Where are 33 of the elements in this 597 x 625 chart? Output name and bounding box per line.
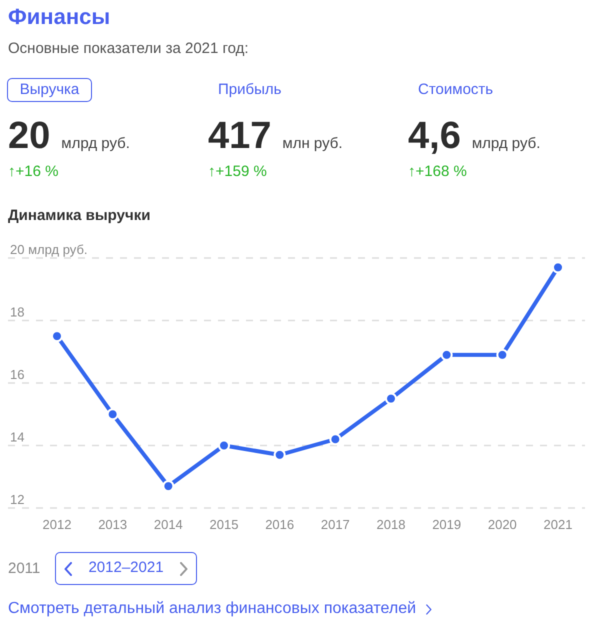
y-tick-label: 16 <box>10 366 24 382</box>
text: 20 <box>8 115 50 157</box>
text: 4,6 <box>408 115 461 157</box>
text: млрд руб. <box>61 135 130 152</box>
x-tick-label: 2014 <box>154 517 183 532</box>
text: Прибыль <box>218 81 282 98</box>
x-tick-label: 2012 <box>42 517 72 532</box>
text: 2011 <box>8 560 40 577</box>
text: Смотреть детальный анализ финансовых показателей <box>8 600 416 617</box>
y-tick-label: 12 <box>10 492 24 506</box>
text: 417 <box>208 115 272 157</box>
chart-title: Динамика выручки <box>8 207 150 224</box>
text: Стоимость <box>418 81 494 98</box>
x-tick-label: 2021 <box>544 517 572 532</box>
text: Основные показатели за 2021 год: <box>8 40 249 57</box>
x-tick-label: 2020 <box>488 517 517 532</box>
range-selector: 2012–2021 <box>55 552 197 585</box>
text: Финансы <box>8 4 110 29</box>
y-tick-label: 14 <box>10 429 24 444</box>
x-tick-label: 2019 <box>432 517 462 532</box>
text: ↑+159 % <box>208 163 267 180</box>
y-tick-label: 20 млрд руб. <box>10 242 88 256</box>
text: млн руб. <box>282 135 343 152</box>
text: ↑+16 % <box>8 163 58 180</box>
text: ↑+168 % <box>408 163 467 180</box>
x-tick-label: 2016 <box>265 517 294 532</box>
text: млрд руб. <box>472 135 540 152</box>
y-tick-label: 18 <box>10 304 24 319</box>
x-tick-label: 2015 <box>210 517 238 532</box>
x-tick-label: 2013 <box>98 517 128 532</box>
tab-button: Выручка <box>7 78 92 102</box>
x-tick-label: 2018 <box>376 517 406 532</box>
x-tick-label: 2017 <box>320 517 350 532</box>
